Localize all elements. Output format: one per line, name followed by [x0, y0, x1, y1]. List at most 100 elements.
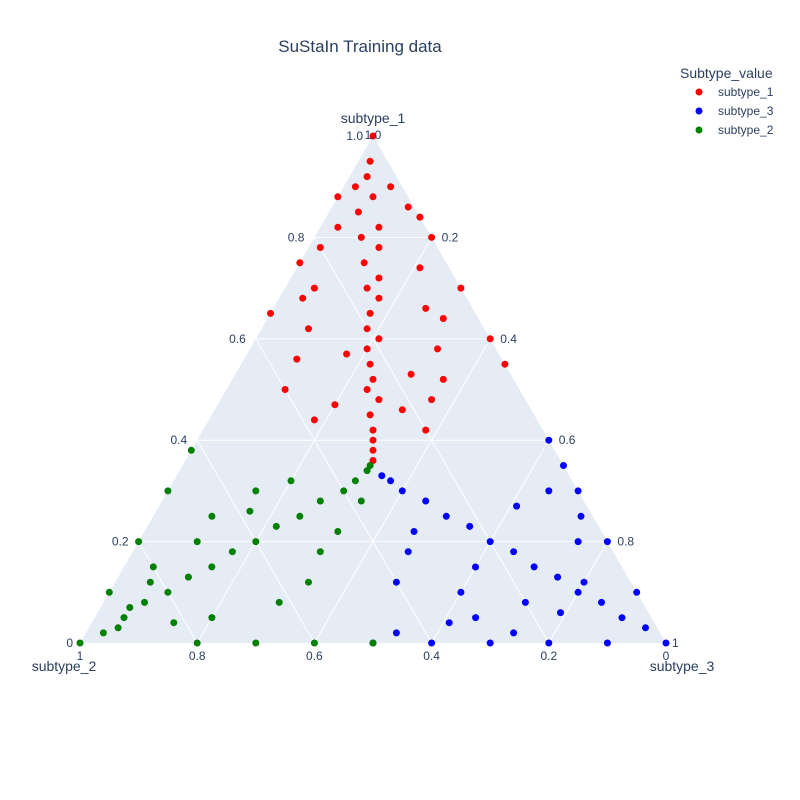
data-point-subtype_2 [252, 538, 260, 546]
data-point-subtype_2 [184, 573, 192, 581]
data-point-subtype_1 [316, 244, 324, 251]
data-point-subtype_1 [375, 274, 383, 282]
data-point-subtype_3 [574, 538, 582, 546]
data-point-subtype_2 [208, 512, 216, 520]
data-point-subtype_1 [267, 309, 274, 317]
data-point-subtype_3 [398, 487, 406, 495]
data-point-subtype_1 [398, 406, 406, 414]
data-point-subtype_3 [521, 598, 529, 606]
data-point-subtype_1 [404, 203, 412, 211]
data-point-subtype_1 [293, 355, 301, 363]
data-point-subtype_1 [363, 325, 371, 333]
data-point-subtype_1 [416, 264, 424, 272]
data-point-subtype_1 [369, 446, 377, 454]
axis-title-b: subtype_2 [32, 658, 97, 674]
tick-label-a-end: 1.0 [365, 128, 382, 142]
data-point-subtype_3 [387, 477, 395, 485]
tick-label-c: 0.2 [442, 230, 459, 244]
data-point-subtype_3 [378, 472, 386, 480]
tick-label-b: 0.8 [189, 649, 206, 663]
tick-label-b-end: 1 [77, 649, 84, 663]
data-point-subtype_2 [76, 639, 84, 647]
data-point-subtype_2 [126, 604, 134, 611]
data-point-subtype_3 [554, 573, 562, 581]
data-point-subtype_2 [120, 614, 128, 622]
data-point-subtype_1 [407, 370, 415, 378]
data-point-subtype_1 [366, 309, 374, 317]
tick-label-c-end: 1 [672, 636, 679, 650]
axis-title-c: subtype_3 [650, 658, 715, 674]
data-point-subtype_1 [343, 350, 351, 358]
data-point-subtype_3 [410, 528, 418, 535]
tick-labels: 0.2 0.4 0.6 0.8 1.0 0.2 0.4 0.6 0.8 0.2 0.4 0.6 0.8 1… [66, 128, 679, 663]
data-point-subtype_2 [114, 624, 122, 632]
data-point-subtype_3 [486, 538, 494, 546]
data-point-subtype_3 [574, 588, 582, 596]
data-point-subtype_1 [428, 233, 436, 241]
data-point-subtype_1 [434, 345, 441, 353]
data-point-subtype_2 [135, 538, 143, 546]
data-point-subtype_1 [375, 244, 383, 251]
tick-label-a: 0.8 [288, 230, 305, 244]
data-point-subtype_1 [351, 183, 359, 191]
data-point-subtype_3 [486, 639, 494, 647]
data-point-subtype_1 [501, 360, 509, 368]
data-point-subtype_3 [392, 629, 400, 637]
data-point-subtype_2 [193, 639, 201, 647]
data-point-subtype_2 [164, 487, 172, 495]
data-point-subtype_2 [340, 487, 348, 495]
tick-label-b-zero: 0 [66, 636, 73, 650]
data-point-subtype_1 [310, 284, 318, 292]
data-point-subtype_2 [99, 629, 107, 637]
data-point-subtype_2 [310, 639, 318, 647]
data-point-subtype_3 [472, 614, 480, 622]
legend-label-subtype_2: subtype_2 [718, 123, 774, 137]
data-point-subtype_3 [472, 563, 479, 571]
data-point-subtype_3 [428, 639, 436, 647]
tick-label-b: 0.4 [423, 649, 440, 663]
data-points [76, 132, 670, 647]
tick-label-c: 0.4 [500, 332, 517, 346]
data-point-subtype_2 [272, 522, 280, 530]
data-point-subtype_1 [439, 315, 447, 322]
data-point-subtype_3 [466, 522, 474, 530]
data-point-subtype_2 [357, 497, 365, 505]
data-point-subtype_3 [392, 578, 400, 586]
data-point-subtype_1 [457, 284, 465, 292]
data-point-subtype_1 [439, 375, 447, 383]
data-point-subtype_3 [557, 609, 564, 617]
legend-marker-subtype_3 [695, 107, 703, 115]
data-point-subtype_1 [296, 259, 304, 267]
data-point-subtype_1 [387, 183, 395, 191]
data-point-subtype_2 [228, 548, 236, 556]
plot-background [80, 136, 666, 643]
data-point-subtype_3 [618, 614, 626, 622]
data-point-subtype_1 [357, 233, 365, 241]
data-point-subtype_1 [369, 132, 377, 140]
tick-label-c-zero: 0 [663, 649, 670, 663]
data-point-subtype_3 [445, 619, 453, 627]
data-point-subtype_3 [545, 639, 553, 647]
data-point-subtype_2 [246, 507, 254, 515]
data-point-subtype_3 [603, 639, 611, 647]
tick-label-a: 0.4 [171, 433, 188, 447]
tick-label-b: 0.6 [306, 649, 323, 663]
data-point-subtype_2 [146, 578, 154, 586]
data-point-subtype_3 [510, 548, 518, 556]
data-point-subtype_1 [363, 345, 371, 353]
data-point-subtype_1 [369, 426, 377, 434]
data-point-subtype_1 [375, 223, 383, 231]
data-point-subtype_3 [560, 462, 567, 469]
data-point-subtype_1 [360, 259, 368, 267]
data-point-subtype_1 [369, 375, 377, 383]
data-point-subtype_1 [428, 396, 436, 404]
data-point-subtype_3 [404, 548, 412, 556]
data-point-subtype_3 [580, 578, 588, 586]
data-point-subtype_3 [510, 629, 518, 637]
data-point-subtype_1 [422, 426, 430, 434]
data-point-subtype_1 [416, 213, 424, 221]
data-point-subtype_1 [369, 193, 377, 201]
data-point-subtype_1 [486, 335, 494, 343]
data-point-subtype_2 [252, 487, 260, 495]
